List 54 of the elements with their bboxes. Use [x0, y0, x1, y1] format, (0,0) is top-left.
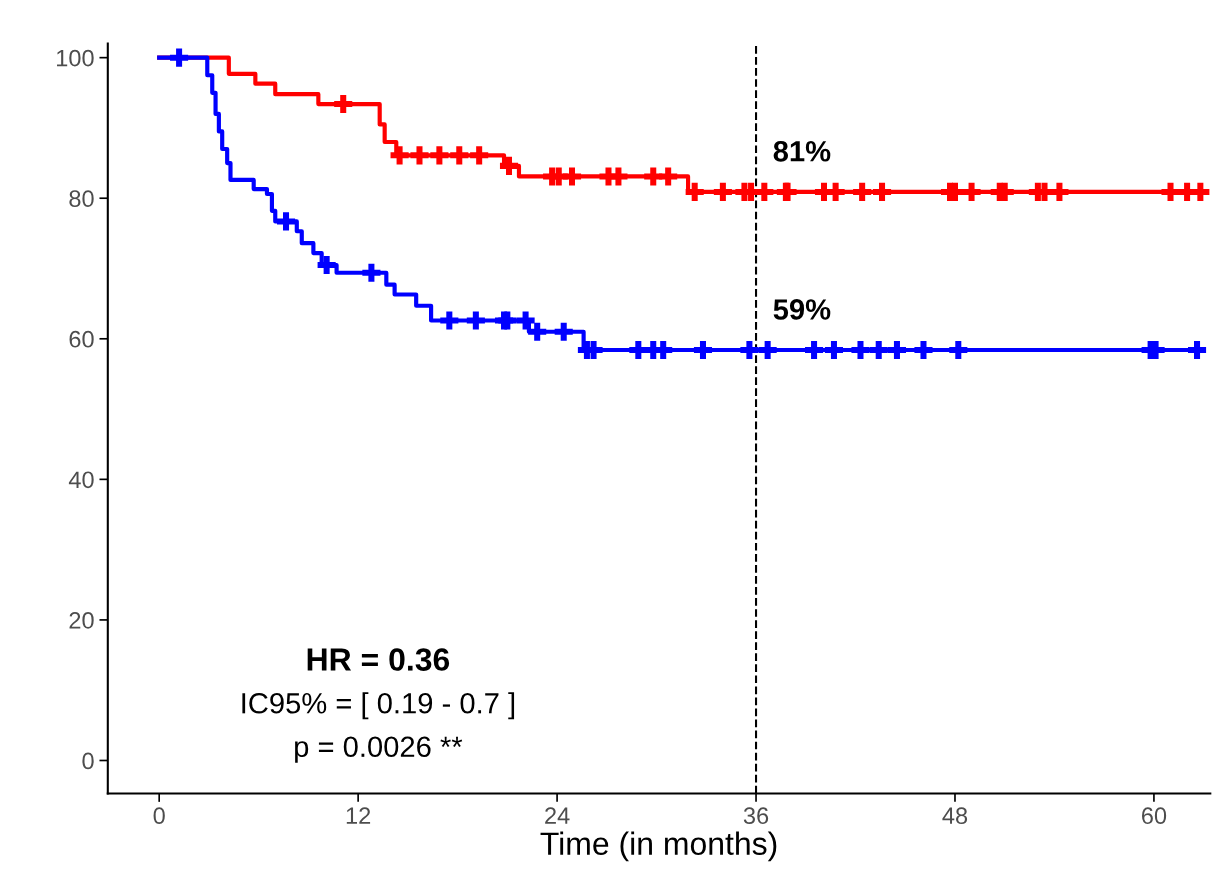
point	[466, 311, 485, 330]
point	[562, 167, 582, 186]
y-tick-label: 20	[69, 611, 94, 629]
point	[440, 311, 459, 330]
point	[713, 182, 732, 201]
annotation: 59%	[773, 299, 831, 320]
annotation: 81%	[773, 140, 831, 162]
y-tick-label: 80	[69, 190, 94, 208]
point	[430, 146, 449, 165]
point	[470, 146, 489, 165]
x-tick-label: 48	[942, 807, 968, 825]
point	[962, 182, 981, 201]
point	[824, 340, 844, 360]
point	[390, 146, 409, 165]
point	[659, 167, 678, 186]
point	[410, 146, 429, 165]
point	[554, 322, 573, 341]
point	[276, 212, 296, 231]
annotation: p = 0.0026 **	[295, 736, 463, 763]
point	[872, 182, 892, 201]
point	[758, 340, 777, 360]
point	[869, 340, 888, 360]
annotation: HR = 0.36	[307, 648, 450, 671]
x-tick-label: 36	[743, 807, 769, 825]
point	[805, 340, 824, 360]
point	[740, 340, 759, 360]
point	[450, 146, 469, 165]
point	[317, 255, 336, 275]
point	[362, 263, 381, 282]
x-axis-title: Time (in months)	[540, 831, 777, 862]
x-tick-label: 12	[346, 807, 371, 824]
point	[334, 94, 353, 114]
point	[170, 48, 189, 67]
point	[528, 322, 547, 341]
annotation: IC95% = [ 0.19 - 0.7 ]	[242, 692, 515, 720]
point	[685, 182, 704, 201]
x-tick-label: 60	[1142, 807, 1167, 825]
y-tick-label: 100	[57, 49, 94, 67]
point	[949, 340, 968, 360]
point	[1161, 182, 1180, 201]
y-tick-label: 0	[82, 752, 94, 770]
x-tick-label: 0	[153, 807, 165, 825]
y-tick-label: 60	[69, 330, 94, 348]
point	[609, 167, 628, 186]
point	[1187, 340, 1207, 360]
x-tick-label: 24	[545, 807, 570, 824]
y-tick-label: 40	[68, 471, 94, 489]
point	[887, 340, 907, 360]
point	[853, 182, 872, 201]
point	[499, 156, 519, 175]
point	[693, 340, 713, 360]
point	[516, 311, 535, 330]
point	[851, 340, 870, 360]
point	[914, 340, 933, 360]
